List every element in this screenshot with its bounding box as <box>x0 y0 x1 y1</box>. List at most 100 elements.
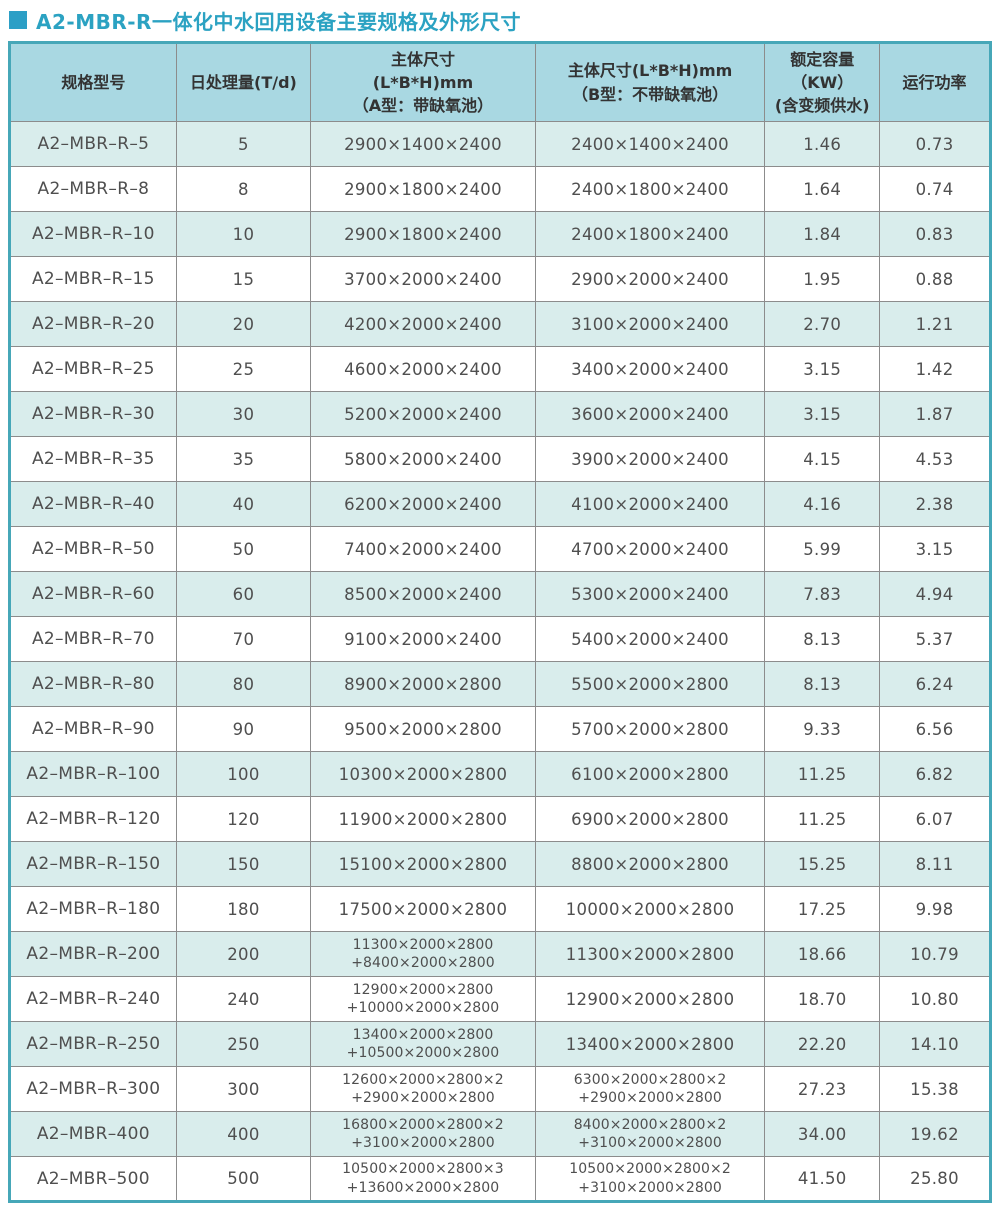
spec-table: 规格型号 日处理量(T/d) 主体尺寸 (L*B*H)mm （A型：带缺氧池） 主体尺寸(… <box>8 41 992 1203</box>
column-header-model: 规格型号 <box>9 42 177 122</box>
cell-model: A2–MBR–R–8 <box>9 166 177 212</box>
cell-rated: 4.15 <box>764 436 881 482</box>
cell-rated: 3.15 <box>764 346 881 392</box>
column-header-dim_b: 主体尺寸(L*B*H)mm （B型：不带缺氧池） <box>534 42 766 122</box>
cell-power: 1.42 <box>879 346 991 392</box>
cell-capacity: 25 <box>175 346 312 392</box>
cell-rated: 22.20 <box>764 1021 881 1067</box>
cell-dim_a: 16800×2000×2800×2 +3100×2000×2800 <box>310 1111 536 1157</box>
cell-rated: 18.70 <box>764 976 881 1022</box>
cell-model: A2–MBR–400 <box>9 1111 177 1157</box>
cell-model: A2–MBR–R–150 <box>9 841 177 887</box>
title-square-bullet-icon <box>9 11 27 29</box>
cell-power: 4.53 <box>879 436 991 482</box>
cell-capacity: 80 <box>175 661 312 707</box>
cell-rated: 4.16 <box>764 481 881 527</box>
table-row: A2–MBR–R–20 20 4200×2000×2400 3100×2000×240… <box>9 301 991 347</box>
table-row: A2–MBR–R–240 240 12900×2000×2800 +10000×200… <box>9 976 991 1022</box>
table-row: A2–MBR–R–100 100 10300×2000×2800 6100×2000×… <box>9 751 991 797</box>
cell-rated: 1.64 <box>764 166 881 212</box>
cell-capacity: 400 <box>175 1111 312 1157</box>
table-row: A2–MBR–R–120 120 11900×2000×2800 6900×2000×… <box>9 796 991 842</box>
cell-dim_b: 5500×2000×2800 <box>534 661 766 707</box>
cell-model: A2–MBR–R–25 <box>9 346 177 392</box>
cell-capacity: 40 <box>175 481 312 527</box>
cell-rated: 8.13 <box>764 616 881 662</box>
cell-capacity: 240 <box>175 976 312 1022</box>
cell-dim_b: 8400×2000×2800×2 +3100×2000×2800 <box>534 1111 766 1157</box>
cell-dim_b: 10000×2000×2800 <box>534 886 766 932</box>
cell-power: 3.15 <box>879 526 991 572</box>
cell-capacity: 100 <box>175 751 312 797</box>
cell-dim_b: 5700×2000×2800 <box>534 706 766 752</box>
cell-model: A2–MBR–R–60 <box>9 571 177 617</box>
table-row: A2–MBR–400 400 16800×2000×2800×2 +3100×2000… <box>9 1111 991 1157</box>
cell-power: 5.37 <box>879 616 991 662</box>
cell-power: 9.98 <box>879 886 991 932</box>
cell-dim_b: 12900×2000×2800 <box>534 976 766 1022</box>
table-row: A2–MBR–R–250 250 13400×2000×2800 +10500×200… <box>9 1021 991 1067</box>
cell-model: A2–MBR–R–30 <box>9 391 177 437</box>
cell-rated: 11.25 <box>764 796 881 842</box>
table-row: A2–MBR–R–40 40 6200×2000×2400 4100×2000×240… <box>9 481 991 527</box>
cell-model: A2–MBR–R–300 <box>9 1066 177 1112</box>
column-header-power: 运行功率 <box>879 42 991 122</box>
cell-rated: 27.23 <box>764 1066 881 1112</box>
table-row: A2–MBR–R–8 8 2900×1800×2400 2400×1800×2400 1… <box>9 166 991 212</box>
cell-model: A2–MBR–R–200 <box>9 931 177 977</box>
cell-dim_a: 9100×2000×2400 <box>310 616 536 662</box>
cell-model: A2–MBR–R–250 <box>9 1021 177 1067</box>
cell-capacity: 150 <box>175 841 312 887</box>
cell-power: 25.80 <box>879 1156 991 1202</box>
cell-capacity: 5 <box>175 121 312 167</box>
cell-power: 19.62 <box>879 1111 991 1157</box>
cell-model: A2–MBR–R–240 <box>9 976 177 1022</box>
cell-dim_a: 2900×1800×2400 <box>310 211 536 257</box>
cell-dim_a: 2900×1400×2400 <box>310 121 536 167</box>
cell-rated: 7.83 <box>764 571 881 617</box>
cell-rated: 8.13 <box>764 661 881 707</box>
table-row: A2–MBR–R–5 5 2900×1400×2400 2400×1400×2400 1… <box>9 121 991 167</box>
cell-power: 1.87 <box>879 391 991 437</box>
cell-dim_a: 5800×2000×2400 <box>310 436 536 482</box>
cell-power: 6.24 <box>879 661 991 707</box>
table-row: A2–MBR–R–90 90 9500×2000×2800 5700×2000×280… <box>9 706 991 752</box>
cell-dim_b: 3600×2000×2400 <box>534 391 766 437</box>
cell-dim_b: 11300×2000×2800 <box>534 931 766 977</box>
table-row: A2–MBR–R–80 80 8900×2000×2800 5500×2000×280… <box>9 661 991 707</box>
cell-dim_b: 6300×2000×2800×2 +2900×2000×2800 <box>534 1066 766 1112</box>
cell-dim_a: 9500×2000×2800 <box>310 706 536 752</box>
table-row: A2–MBR–R–35 35 5800×2000×2400 3900×2000×240… <box>9 436 991 482</box>
cell-model: A2–MBR–500 <box>9 1156 177 1202</box>
cell-model: A2–MBR–R–20 <box>9 301 177 347</box>
cell-dim_a: 6200×2000×2400 <box>310 481 536 527</box>
cell-model: A2–MBR–R–100 <box>9 751 177 797</box>
column-header-rated: 额定容量 （KW） (含变频供水) <box>764 42 881 122</box>
cell-power: 0.73 <box>879 121 991 167</box>
table-row: A2–MBR–R–200 200 11300×2000×2800 +8400×2000… <box>9 931 991 977</box>
cell-model: A2–MBR–R–15 <box>9 256 177 302</box>
cell-power: 10.80 <box>879 976 991 1022</box>
cell-dim_a: 10500×2000×2800×3 +13600×2000×2800 <box>310 1156 536 1202</box>
cell-model: A2–MBR–R–80 <box>9 661 177 707</box>
cell-capacity: 15 <box>175 256 312 302</box>
cell-power: 0.83 <box>879 211 991 257</box>
table-row: A2–MBR–R–15 15 3700×2000×2400 2900×2000×240… <box>9 256 991 302</box>
cell-power: 14.10 <box>879 1021 991 1067</box>
cell-rated: 11.25 <box>764 751 881 797</box>
cell-rated: 2.70 <box>764 301 881 347</box>
cell-capacity: 60 <box>175 571 312 617</box>
column-header-dim_a: 主体尺寸 (L*B*H)mm （A型：带缺氧池） <box>310 42 536 122</box>
cell-rated: 5.99 <box>764 526 881 572</box>
cell-rated: 1.84 <box>764 211 881 257</box>
page-title-row: A2-MBR-R一体化中水回用设备主要规格及外形尺寸 <box>9 8 992 34</box>
cell-dim_b: 10500×2000×2800×2 +3100×2000×2800 <box>534 1156 766 1202</box>
table-row: A2–MBR–R–10 10 2900×1800×2400 2400×1800×240… <box>9 211 991 257</box>
cell-dim_b: 4100×2000×2400 <box>534 481 766 527</box>
cell-dim_b: 2900×2000×2400 <box>534 256 766 302</box>
cell-capacity: 20 <box>175 301 312 347</box>
cell-dim_a: 8900×2000×2800 <box>310 661 536 707</box>
cell-capacity: 10 <box>175 211 312 257</box>
table-row: A2–MBR–500 500 10500×2000×2800×3 +13600×200… <box>9 1156 991 1202</box>
cell-capacity: 70 <box>175 616 312 662</box>
